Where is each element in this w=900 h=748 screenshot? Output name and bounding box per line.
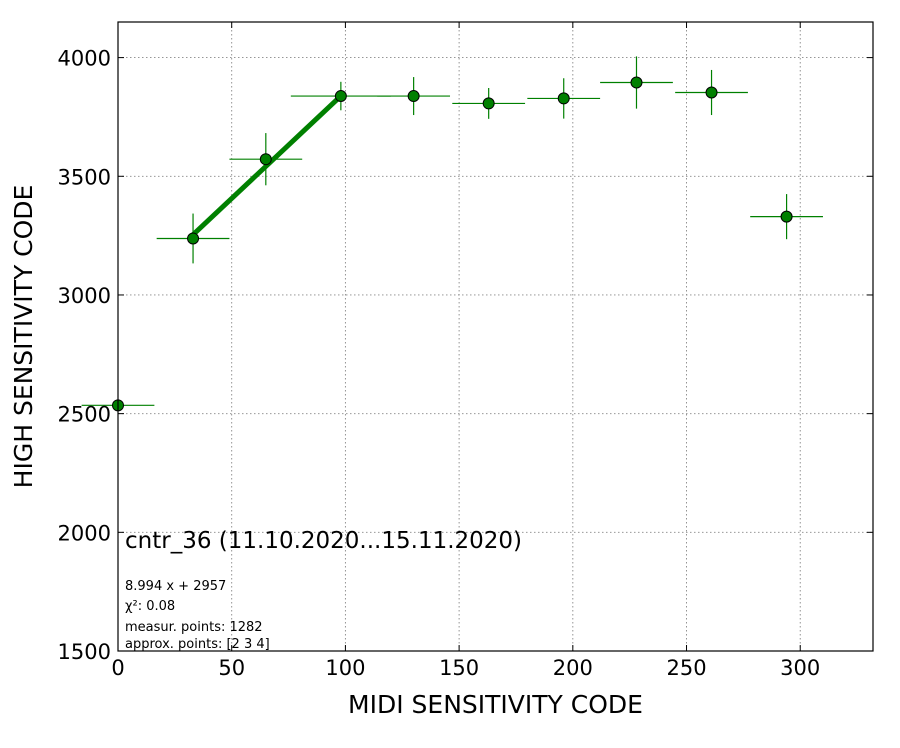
x-tick-label: 0: [111, 656, 124, 680]
x-tick-label: 50: [218, 656, 245, 680]
point-marker: [259, 153, 272, 166]
axis-ticks: 0 50 100 150 200 250 300 1500 2000 2500 3000 3500 40…: [58, 22, 873, 680]
y-tick-label: 2000: [58, 521, 111, 545]
y-tick-label: 4000: [58, 47, 111, 71]
data-point: [452, 87, 526, 119]
point-marker: [334, 90, 347, 103]
x-tick-label: 300: [780, 656, 820, 680]
point-marker: [705, 86, 718, 99]
grid: [117, 22, 873, 652]
point-marker: [482, 97, 495, 110]
point-marker: [630, 76, 643, 89]
data-point: [156, 213, 230, 264]
x-tick-label: 100: [325, 656, 365, 680]
fit-line-group: [191, 94, 343, 237]
fit-line: [191, 94, 343, 237]
y-tick-label: 3500: [58, 165, 111, 189]
data-points-group: [81, 56, 823, 412]
chi-square-label: χ²: 0.08: [125, 599, 175, 614]
data-point: [600, 56, 673, 109]
x-tick-label: 200: [553, 656, 593, 680]
fit-equation: 8.994 x + 2957: [125, 579, 226, 594]
y-tick-label: 1500: [58, 640, 111, 664]
point-marker: [557, 92, 570, 105]
y-tick-label: 3000: [58, 284, 111, 308]
fit-annotation: 8.994 x + 2957 χ²: 0.08 measur. points: …: [125, 579, 270, 652]
data-point: [527, 78, 601, 119]
point-marker: [407, 90, 420, 103]
approx-points-label: approx. points: [2 3 4]: [125, 637, 270, 652]
y-axis-title: HIGH SENSITIVITY CODE: [9, 185, 38, 489]
y-tick-label: 2500: [58, 403, 111, 427]
measurement-points-label: measur. points: 1282: [125, 620, 263, 635]
x-tick-label: 150: [439, 656, 479, 680]
chart-annotation-title: cntr_36 (11.10.2020...15.11.2020): [125, 528, 522, 554]
data-point: [290, 81, 391, 111]
point-marker: [780, 210, 793, 223]
data-point: [377, 77, 451, 116]
data-point: [675, 69, 748, 116]
data-point: [229, 133, 303, 186]
plot-frame: [117, 21, 874, 652]
data-point: [750, 194, 823, 240]
point-marker: [187, 232, 200, 245]
x-tick-label: 250: [666, 656, 706, 680]
x-axis-title: MIDI SENSITIVITY CODE: [348, 690, 643, 719]
